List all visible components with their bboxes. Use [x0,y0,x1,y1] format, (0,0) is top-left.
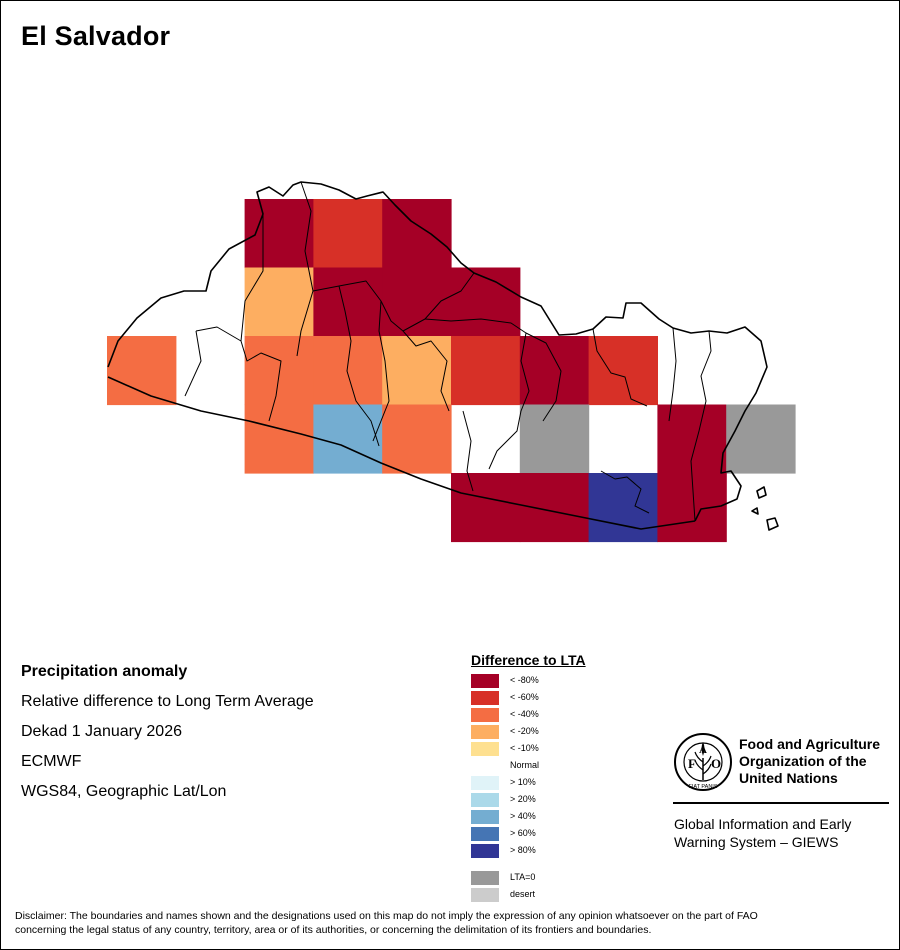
legend-label: Normal [510,760,540,770]
info-line-4: WGS84, Geographic Lat/Lon [21,783,227,800]
legend-label: > 20% [510,794,536,804]
grid-cell [244,404,314,474]
legend-label: LTA=0 [510,872,536,882]
legend-swatch [471,691,499,705]
legend-item: < -10% [471,741,631,758]
grid-cell [588,473,658,543]
legend-swatch [471,674,499,688]
legend-item: > 10% [471,775,631,792]
legend-swatch [471,888,499,902]
grid-cell [519,336,590,406]
legend-swatch [471,708,499,722]
disclaimer: Disclaimer: The boundaries and names sho… [15,909,887,937]
legend-label: < -40% [510,709,539,719]
legend-swatch [471,844,499,858]
grid-cell [382,267,452,337]
legend-swatch [471,793,499,807]
legend-label: < -20% [510,726,539,736]
giews-line-2: Warning System – GIEWS [674,834,839,850]
fao-letter-o: O [711,756,721,771]
legend-title: Difference to LTA [471,652,586,668]
legend-item: < -80% [471,673,631,690]
legend-swatch [471,776,499,790]
map-info: Precipitation anomaly Relative differenc… [21,657,314,807]
grid-cell [451,473,521,543]
fao-name-line-1: Food and Agriculture [739,736,881,752]
legend-swatch [471,827,499,841]
grid-cell [519,404,590,474]
legend-swatch [471,810,499,824]
fao-name: Food and Agriculture Organization of the… [739,736,880,787]
map-canvas [107,181,796,543]
grid-cell [382,199,452,269]
legend-label: > 60% [510,828,536,838]
legend-item: Normal [471,758,631,775]
disclaimer-line-1: Disclaimer: The boundaries and names sho… [15,910,758,922]
gulf-island-3 [766,517,779,531]
legend-label: desert [510,889,536,899]
fao-divider [673,802,889,804]
fao-name-line-3: United Nations [739,770,838,786]
legend-label: > 80% [510,845,536,855]
grid-cell [726,404,796,474]
grid-cell [244,267,314,337]
legend-swatch [471,742,499,756]
grid-cell [313,404,383,474]
legend-item: < -20% [471,724,631,741]
grid-cell [657,404,727,474]
department-boundaries [184,181,712,522]
fao-letter-a: A [699,744,707,756]
giews-line-1: Global Information and Early [674,816,852,832]
legend-item: > 80% [471,843,631,860]
gulf-island-1 [756,486,767,499]
legend-swatch [471,871,499,885]
grid-cell [382,336,452,406]
legend-label: < -60% [510,692,539,702]
legend-label: > 10% [510,777,536,787]
gulf-island-2 [751,507,759,515]
fao-motto: FIAT PANIS [688,784,717,790]
info-line-2: Dekad 1 January 2026 [21,723,182,740]
info-heading: Precipitation anomaly [21,663,188,680]
legend: Difference to LTA < -80% < -60% < -40% < -2… [471,652,631,904]
fao-name-line-2: Organization of the [739,753,867,769]
legend-item: < -60% [471,690,631,707]
grid-cell [313,336,383,406]
legend-label: < -80% [510,675,539,685]
anomaly-grid [107,199,796,543]
legend-label: > 40% [510,811,536,821]
legend-item: > 60% [471,826,631,843]
legend-label: < -10% [510,743,539,753]
legend-item: < -40% [471,707,631,724]
legend-item: LTA=0 [471,870,631,887]
fao-logo: F A O FIAT PANIS [674,733,732,791]
grid-cell [382,404,452,474]
legend-item: desert [471,887,631,904]
legend-items: < -80% < -60% < -40% < -20% < -10% Normal > 10… [471,673,631,904]
grid-cell [107,336,177,406]
info-line-1: Relative difference to Long Term Average [21,693,314,710]
map-title: El Salvador [21,21,171,51]
grid-cell [451,336,521,406]
fao-letter-f: F [688,756,696,771]
grid-cell [451,267,521,337]
giews-name: Global Information and Early Warning Sys… [674,815,851,851]
coastline [107,376,696,530]
grid-cell [588,336,658,406]
legend-item: > 20% [471,792,631,809]
legend-item: > 40% [471,809,631,826]
disclaimer-line-2: concerning the legal status of any count… [15,924,652,936]
info-line-3: ECMWF [21,753,82,770]
legend-gap [471,860,631,870]
grid-cell [313,199,383,269]
legend-swatch [471,725,499,739]
